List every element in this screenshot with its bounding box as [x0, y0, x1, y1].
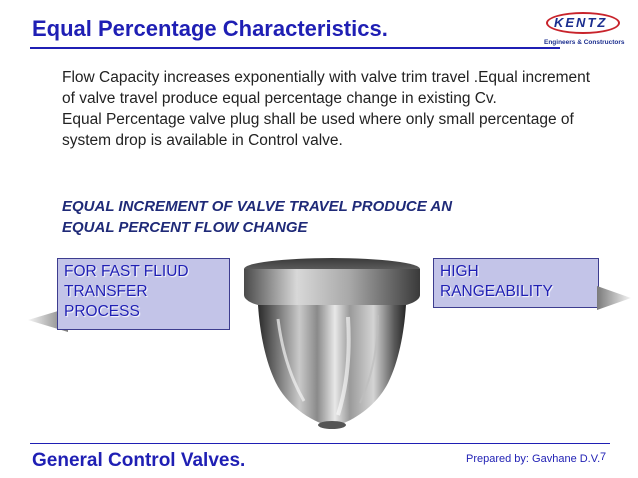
company-logo: KENTZ Engineers & Constructors [540, 8, 626, 54]
right-pointer-arrow [597, 286, 631, 310]
title-underline [30, 47, 560, 49]
callout-box-left: FOR FAST FLIUD TRANSFER PROCESS [57, 258, 230, 330]
body-paragraph: Equal Percentage valve plug shall be use… [62, 111, 574, 149]
slide-title: Equal Percentage Characteristics. [32, 16, 388, 41]
footer-course-title: General Control Valves. [32, 450, 246, 471]
valve-plug-photo [238, 255, 426, 433]
callout-line: TRANSFER [64, 283, 148, 300]
callout-line: PROCESS [64, 303, 140, 320]
callout-line: RANGEABILITY [440, 283, 553, 300]
footer-author: Prepared by: Gavhane D.V. [466, 453, 601, 465]
callout-box-right: HIGH RANGEABILITY [433, 258, 599, 308]
logo-tagline: Engineers & Constructors [544, 39, 625, 46]
callout-line: HIGH [440, 263, 479, 280]
logo-wordmark: KENTZ [554, 15, 608, 30]
callout-line: FOR FAST FLIUD [64, 263, 189, 280]
logo-ring [546, 12, 620, 34]
emphasis-line: EQUAL PERCENT FLOW CHANGE [62, 219, 308, 236]
footer-divider [30, 443, 610, 444]
body-paragraph: Flow Capacity increases exponentially wi… [62, 69, 591, 107]
emphasis-line: EQUAL INCREMENT OF VALVE TRAVEL PRODUCE … [62, 198, 453, 215]
body-text: Flow Capacity increases exponentially wi… [62, 67, 602, 151]
emphasis-statement: EQUAL INCREMENT OF VALVE TRAVEL PRODUCE … [62, 196, 582, 238]
page-number: 7 [600, 451, 607, 463]
valve-plug-image [244, 258, 420, 429]
